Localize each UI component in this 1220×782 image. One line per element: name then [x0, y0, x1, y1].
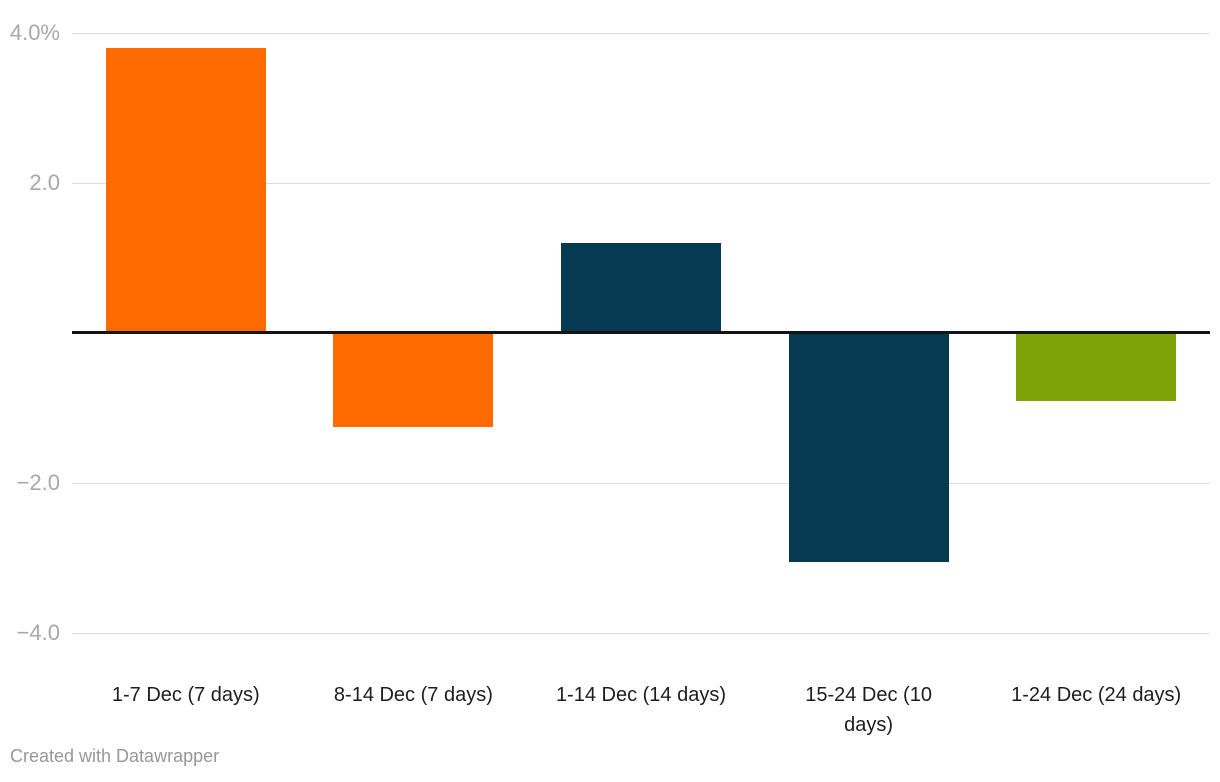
x-tick-line: 15-24 Dec (10	[805, 684, 932, 706]
gridline-plus-2	[72, 183, 1210, 184]
bar-8-14-dec-7-days	[333, 333, 494, 427]
y-tick-label-2.0: 2.0	[29, 170, 60, 195]
y-tick-label-minus-2.0: −2.0	[16, 470, 60, 495]
gridline-minus-2	[72, 483, 1210, 484]
x-tick-line: days)	[844, 714, 894, 736]
gridline-minus-4	[72, 633, 1210, 634]
zero-baseline	[72, 331, 1210, 334]
x-tick-line: 8-14 Dec (7 days)	[333, 684, 493, 706]
bar-1-7-dec-7-days	[105, 48, 266, 333]
bar-15-24-dec-10-days	[788, 333, 949, 562]
bar-1-14-dec-14-days	[561, 243, 721, 333]
datawrapper-credit: Created with Datawrapper	[10, 746, 220, 766]
y-tick-label-4.0%: 4.0%	[9, 20, 60, 45]
bar-1-24-dec-24-days	[1016, 333, 1177, 401]
gridline-plus-4	[72, 33, 1210, 34]
x-tick-label-1: 8-14 Dec (7 days)	[300, 680, 528, 710]
x-tick-line: 1-7 Dec (7 days)	[111, 684, 260, 706]
x-tick-line: 1-14 Dec (14 days)	[555, 684, 727, 706]
x-tick-label-3: 15-24 Dec (10 days)	[755, 680, 983, 740]
x-tick-label-4: 1-24 Dec (24 days)	[982, 680, 1210, 710]
x-tick-line: 1-24 Dec (24 days)	[1011, 684, 1182, 706]
x-tick-label-0: 1-7 Dec (7 days)	[72, 680, 300, 710]
y-tick-label-minus-4.0: −4.0	[16, 620, 60, 645]
x-tick-label-2: 1-14 Dec (14 days)	[527, 680, 755, 710]
